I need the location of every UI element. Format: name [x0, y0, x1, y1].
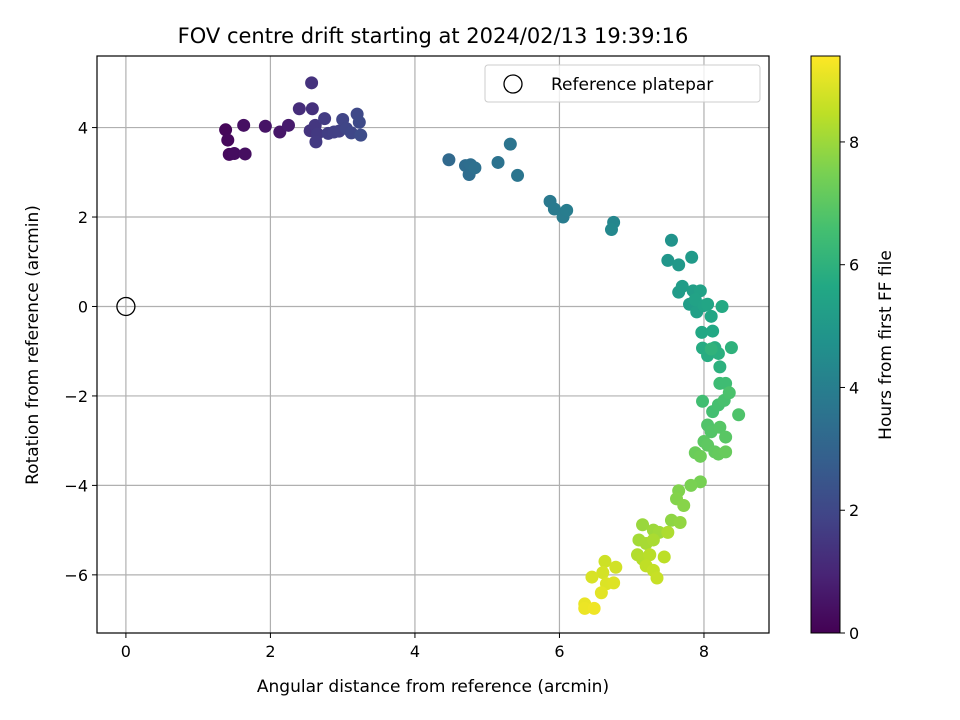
y-axis-ticks: −6 −4 −2 0 2 4	[64, 119, 97, 585]
colorbar-tick-label: 6	[849, 256, 859, 275]
data-point	[578, 601, 592, 615]
colorbar-label: Hours from first FF file	[876, 250, 896, 440]
y-tick-label: −6	[64, 566, 88, 585]
y-tick-label: 4	[78, 119, 88, 138]
y-tick-label: 0	[78, 297, 88, 316]
data-point	[673, 516, 687, 530]
data-point	[607, 576, 621, 590]
data-point	[238, 147, 252, 161]
data-point	[704, 342, 718, 356]
x-tick-label: 8	[699, 642, 709, 661]
data-point	[722, 386, 736, 400]
legend-label: Reference platepar	[551, 75, 713, 95]
data-point	[719, 430, 733, 444]
data-point	[468, 161, 482, 175]
y-tick-label: −2	[64, 387, 88, 406]
data-point	[701, 297, 715, 311]
data-point	[643, 548, 657, 562]
data-point	[650, 571, 664, 585]
data-point	[661, 525, 675, 539]
data-point	[609, 560, 623, 574]
data-point	[604, 223, 618, 237]
data-point	[704, 309, 718, 323]
x-tick-label: 4	[410, 642, 420, 661]
data-point	[696, 394, 710, 408]
colorbar-ticks: 0 2 4 6 8	[840, 133, 859, 643]
data-point	[646, 533, 660, 547]
colorbar: 0 2 4 6 8 Hours from first FF file	[810, 55, 896, 643]
data-point	[657, 550, 671, 564]
data-point	[305, 102, 319, 116]
x-axis-ticks: 0 2 4 6 8	[121, 633, 709, 661]
data-point	[715, 299, 729, 313]
data-point	[258, 119, 272, 133]
grid-lines	[97, 56, 769, 633]
x-axis-label: Angular distance from reference (arcmin)	[257, 677, 609, 697]
x-tick-label: 0	[121, 642, 131, 661]
colorbar-tick-label: 0	[849, 624, 859, 643]
data-point	[661, 253, 675, 267]
data-point	[732, 408, 746, 422]
data-point	[719, 445, 733, 459]
data-point	[598, 554, 612, 568]
data-point	[724, 341, 738, 355]
data-point	[685, 250, 699, 264]
colorbar-gradient	[810, 55, 841, 634]
data-point	[352, 115, 366, 129]
colorbar-tick-label: 2	[849, 501, 859, 520]
data-point	[442, 153, 456, 167]
data-point	[677, 499, 691, 513]
data-point	[672, 258, 686, 272]
data-point	[237, 118, 251, 132]
data-point	[587, 601, 601, 615]
data-point	[594, 586, 608, 600]
legend-box	[484, 64, 761, 103]
data-point	[713, 360, 727, 374]
data-point	[585, 570, 599, 584]
reference-marker-layer	[116, 296, 136, 317]
data-point	[675, 279, 689, 293]
y-axis-label: Rotation from reference (arcmin)	[23, 205, 43, 485]
legend-reference-marker-icon	[503, 74, 523, 94]
x-tick-label: 6	[554, 642, 564, 661]
data-point	[596, 566, 610, 580]
reference-platepar-marker	[116, 296, 136, 317]
data-point	[695, 325, 709, 339]
plot-area-frame	[96, 55, 770, 634]
data-point	[305, 76, 319, 90]
data-point	[491, 155, 505, 169]
data-point	[693, 449, 707, 463]
colorbar-tick-label: 4	[849, 378, 859, 397]
data-point	[219, 123, 233, 137]
data-point	[318, 112, 332, 126]
chart-title: FOV centre drift starting at 2024/02/13 …	[178, 24, 689, 48]
data-point	[713, 420, 727, 434]
data-point	[560, 203, 574, 217]
y-tick-label: 2	[78, 208, 88, 227]
legend: Reference platepar	[484, 64, 761, 103]
data-point	[706, 324, 720, 338]
data-point	[547, 202, 561, 216]
data-point	[281, 118, 295, 132]
data-point	[309, 135, 323, 149]
data-point	[684, 478, 698, 492]
data-point	[503, 137, 517, 151]
data-point	[636, 518, 650, 532]
data-point	[227, 147, 241, 161]
scatter-points	[219, 76, 746, 615]
colorbar-tick-label: 8	[849, 133, 859, 152]
data-point	[664, 233, 678, 247]
x-tick-label: 2	[265, 642, 275, 661]
data-point	[354, 128, 368, 142]
data-point	[292, 102, 306, 116]
y-tick-label: −4	[64, 476, 88, 495]
data-point	[511, 168, 525, 182]
data-point	[221, 133, 235, 147]
